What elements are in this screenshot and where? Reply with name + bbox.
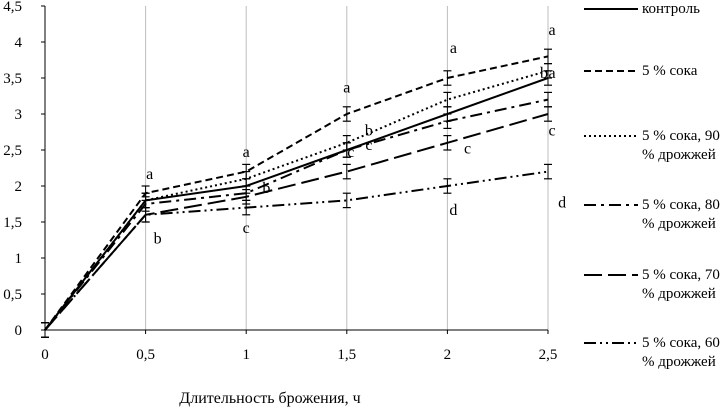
y-tick-label-6: 3 (15, 107, 23, 123)
legend-swatch-5 (584, 342, 638, 344)
annotation-label-8: c (347, 144, 354, 161)
legend-swatch-4 (584, 274, 638, 276)
annotation-label-1: b (154, 231, 162, 248)
x-tick-label-2: 1 (242, 347, 250, 363)
y-tick-label-3: 1,5 (3, 215, 22, 231)
series-line-1 (44, 55, 549, 331)
annotation-label-2: a (243, 144, 250, 161)
legend-swatch-1 (584, 70, 638, 72)
annotation-label-4: c (243, 220, 250, 237)
y-tick-label-5: 2,5 (3, 143, 22, 159)
legend-swatch-2 (584, 135, 638, 137)
x-tick-label-5: 2,5 (539, 347, 558, 363)
x-tick-label-3: 1,5 (337, 347, 356, 363)
legend-swatch-0 (584, 8, 638, 10)
annotation-label-0: a (146, 166, 153, 183)
annotation-label-13: b (540, 65, 548, 82)
x-axis-label: Длительность брожения, ч (179, 390, 361, 407)
legend-label-1: 5 % сока (642, 63, 698, 79)
series-line-4 (44, 113, 549, 331)
series-line-3 (44, 98, 549, 331)
y-tick-label-1: 0,5 (3, 287, 22, 303)
legend-label-0: контроль (642, 1, 700, 17)
annotation-label-3: b (262, 180, 270, 197)
y-tick-label-4: 2 (15, 179, 23, 195)
legend-label-2: 5 % сока, 90 % дрожжей (642, 128, 720, 163)
annotation-label-14: a (548, 65, 555, 82)
annotation-label-12: a (548, 22, 555, 39)
annotation-label-9: a (450, 40, 457, 57)
series-line-5 (44, 170, 549, 331)
annotation-label-15: c (548, 123, 555, 140)
annotation-label-7: c (365, 137, 372, 154)
y-tick-label-0: 0 (15, 323, 23, 339)
x-tick-label-1: 0,5 (136, 347, 155, 363)
y-tick-label-2: 1 (15, 251, 23, 267)
x-tick-label-4: 2 (444, 347, 452, 363)
annotation-label-16: d (558, 195, 566, 212)
annotation-label-10: c (464, 141, 471, 158)
y-tick-label-9: 4,5 (3, 0, 22, 15)
legend: контроль 5 % сока 5 % сока, 90 % дрожжей 5 … (582, 0, 723, 413)
series-line-2 (44, 69, 549, 331)
legend-label-5: 5 % сока, 60 % дрожжей (642, 335, 720, 370)
legend-label-4: 5 % сока, 70 % дрожжей (642, 267, 720, 302)
legend-swatch-3 (584, 204, 638, 206)
y-tick-label-7: 3,5 (3, 71, 22, 87)
annotation-label-6: b (365, 123, 373, 140)
y-tick-label-8: 4 (15, 35, 23, 51)
annotation-label-5: a (343, 79, 350, 96)
legend-label-3: 5 % сока, 80 % дрожжей (642, 197, 720, 232)
annotation-label-11: d (449, 202, 457, 219)
x-tick-label-0: 0 (41, 347, 49, 363)
